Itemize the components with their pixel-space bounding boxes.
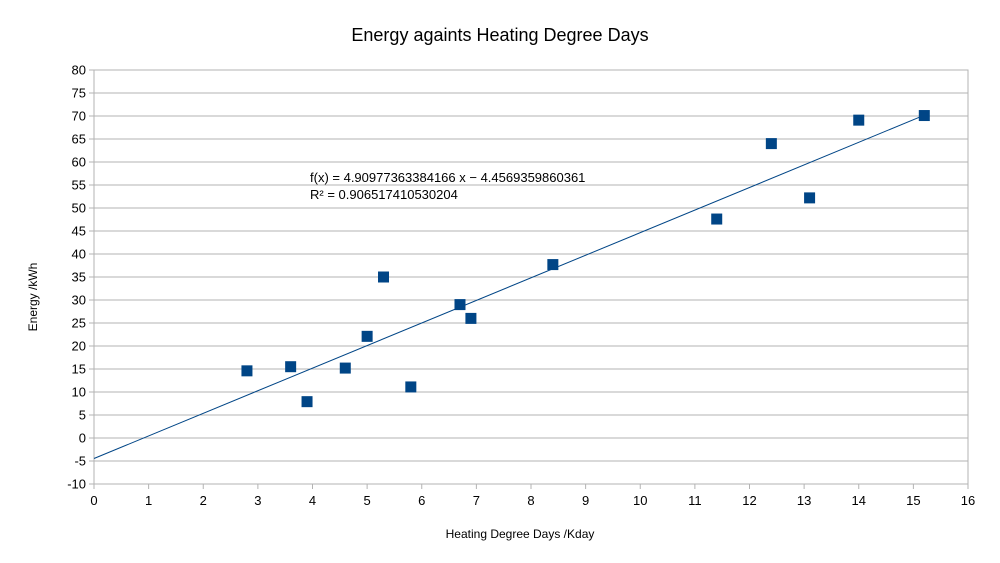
- y-tick-label: 40: [72, 247, 86, 262]
- x-tick-label: 16: [961, 493, 975, 508]
- data-point: [339, 362, 351, 374]
- y-axis-title: Energy /kWh: [26, 263, 40, 332]
- x-tick-label: 7: [473, 493, 480, 508]
- y-tick-label: 10: [72, 385, 86, 400]
- gridlines: [89, 69, 969, 489]
- x-tick-label: 10: [633, 493, 647, 508]
- x-tick-label: 0: [90, 493, 97, 508]
- data-point: [465, 312, 477, 324]
- trend-line: [93, 114, 925, 459]
- data-point: [241, 365, 253, 377]
- plot-area: [93, 69, 969, 485]
- data-point: [301, 396, 313, 408]
- chart-title: Energy againts Heating Degree Days: [351, 25, 648, 45]
- trendline-equation: f(x) = 4.90977363384166 x − 4.4569359860…: [310, 170, 585, 185]
- y-tick-label: 65: [72, 132, 86, 147]
- x-tick-label: 14: [852, 493, 866, 508]
- data-point: [285, 361, 297, 373]
- y-tick-label: 80: [72, 63, 86, 78]
- data-point: [378, 271, 390, 283]
- y-tick-label: 5: [79, 408, 86, 423]
- x-tick-label: 2: [200, 493, 207, 508]
- y-tick-label: 50: [72, 201, 86, 216]
- y-tick-label: 0: [79, 431, 86, 446]
- trendline-r-squared: R² = 0.906517410530204: [310, 187, 458, 202]
- y-tick-label: 60: [72, 155, 86, 170]
- y-tick-label: 35: [72, 270, 86, 285]
- x-tick-label: 9: [582, 493, 589, 508]
- data-point: [361, 330, 373, 342]
- x-tick-label: 11: [688, 493, 702, 508]
- y-tick-label: 45: [72, 224, 86, 239]
- y-tick-label: 70: [72, 109, 86, 124]
- data-point: [547, 259, 559, 271]
- data-points: [241, 110, 930, 408]
- data-point: [804, 192, 816, 204]
- data-point: [405, 381, 417, 393]
- x-tick-label: 5: [364, 493, 371, 508]
- x-tick-label: 4: [309, 493, 316, 508]
- y-tick-label: 25: [72, 316, 86, 331]
- x-tick-label: 1: [145, 493, 152, 508]
- data-point: [711, 213, 723, 225]
- x-tick-label: 12: [742, 493, 756, 508]
- x-tick-label: 13: [797, 493, 811, 508]
- y-tick-label: 15: [72, 362, 86, 377]
- y-tick-label: 30: [72, 293, 86, 308]
- x-tick-label: 15: [906, 493, 920, 508]
- y-tick-label: 20: [72, 339, 86, 354]
- x-tick-label: 3: [254, 493, 261, 508]
- x-tick-label: 6: [418, 493, 425, 508]
- data-point: [918, 110, 930, 122]
- y-tick-label: 75: [72, 86, 86, 101]
- data-point: [765, 138, 777, 150]
- x-tick-label: 8: [527, 493, 534, 508]
- data-point: [454, 299, 466, 311]
- y-tick-label: -5: [74, 454, 86, 469]
- data-point: [853, 114, 865, 126]
- x-axis-title: Heating Degree Days /Kday: [446, 527, 595, 541]
- y-tick-label: 55: [72, 178, 86, 193]
- y-tick-label: -10: [67, 477, 86, 492]
